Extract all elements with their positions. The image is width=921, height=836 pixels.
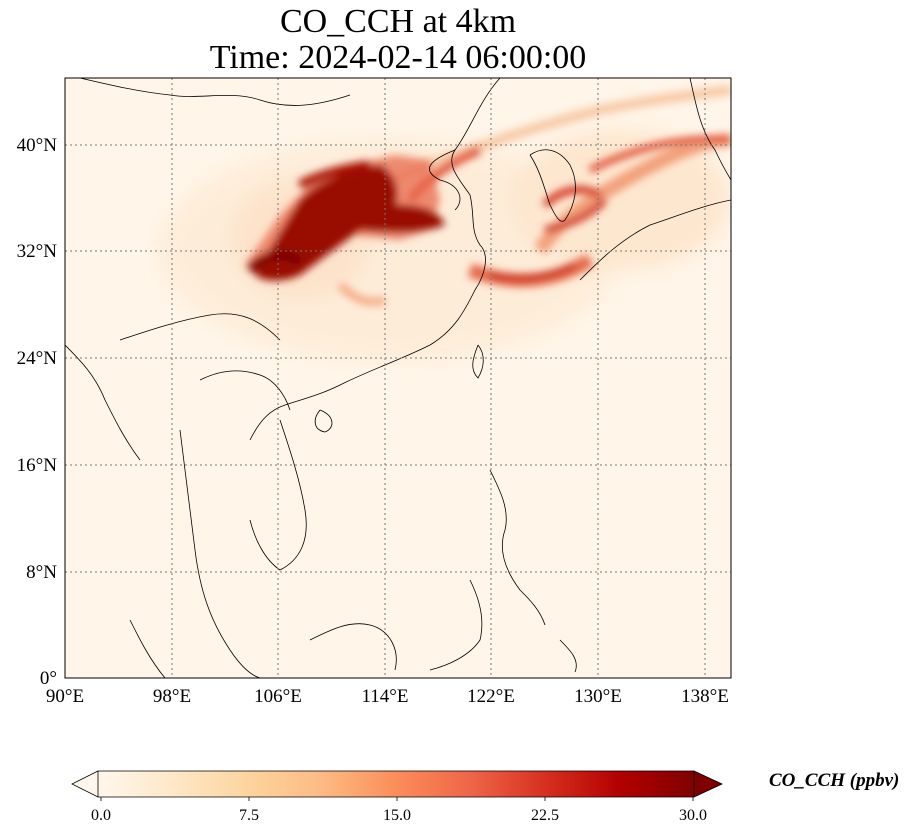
colorbar-tick: 30.0: [679, 807, 707, 824]
lon-tick: 138°E: [681, 686, 729, 707]
colorbar-tick: 7.5: [239, 807, 259, 824]
coastlines: [65, 78, 731, 678]
colorbar-min-extend: [71, 770, 99, 798]
gridlines: [65, 78, 731, 678]
colorbar-tick: 15.0: [383, 807, 411, 824]
lat-tick: 0°: [40, 668, 57, 689]
lon-tick: 122°E: [467, 686, 515, 707]
lat-tick-labels: 0° 8°N 16°N 24°N 32°N 40°N: [17, 135, 58, 689]
plume-central: [245, 155, 445, 306]
lat-tick: 8°N: [26, 562, 57, 583]
colorbar-title: CO_CCH (ppbv): [769, 770, 899, 791]
colorbar-max-extend: [693, 770, 723, 798]
lon-tick: 130°E: [574, 686, 622, 707]
map-frame: [64, 77, 732, 679]
lat-tick: 40°N: [17, 135, 58, 156]
lon-tick: 106°E: [254, 686, 302, 707]
lon-tick: 114°E: [362, 686, 409, 707]
lon-tick: 98°E: [153, 686, 191, 707]
lat-tick: 24°N: [17, 348, 58, 369]
lon-tick-labels: 90°E 98°E 106°E 114°E 122°E 130°E 138°E: [46, 686, 729, 707]
lat-tick: 32°N: [17, 241, 58, 262]
chart-title: CO_CCH at 4km Time: 2024-02-14 06:00:00: [65, 4, 731, 76]
lat-tick: 16°N: [17, 455, 58, 476]
colorbar: 0.0 7.5 15.0 22.5 30.0 CO_CCH (ppbv): [71, 770, 899, 824]
title-line-1: CO_CCH at 4km: [279, 3, 517, 40]
colorbar-tick: 22.5: [531, 807, 559, 824]
colorbar-gradient: [98, 771, 694, 797]
title-line-2: Time: 2024-02-14 06:00:00: [209, 39, 587, 76]
lon-tick: 90°E: [46, 686, 84, 707]
colorbar-tick: 0.0: [91, 807, 111, 824]
concentration-field: [160, 85, 731, 360]
